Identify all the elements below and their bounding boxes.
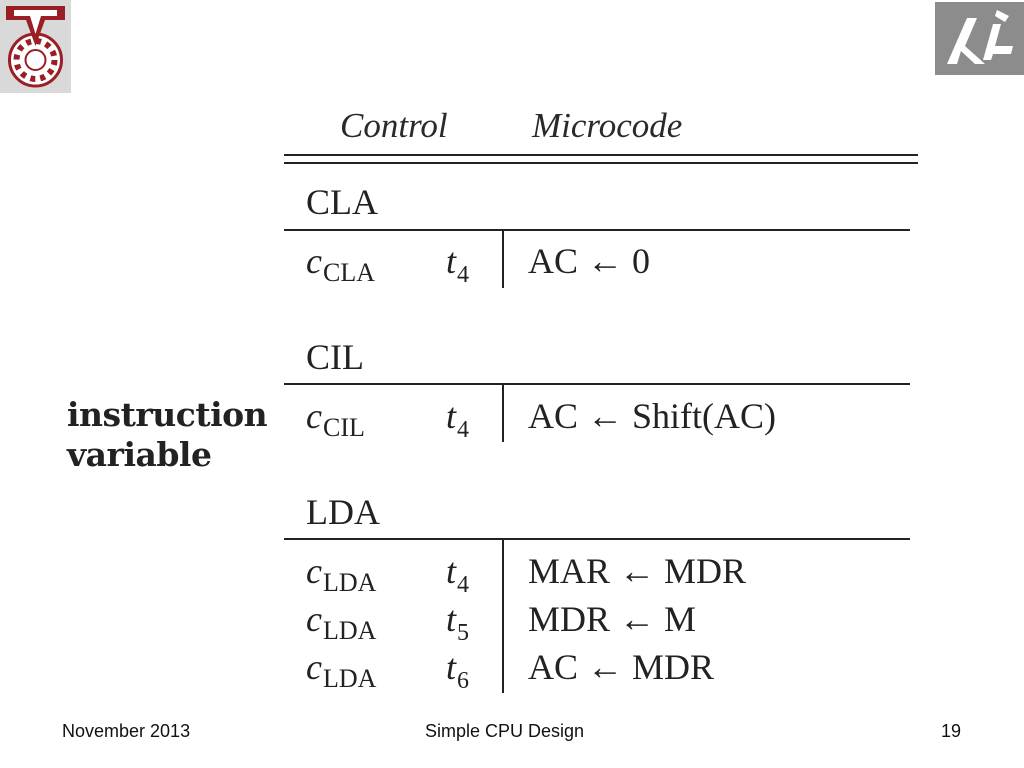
section-rule-cla [284, 229, 910, 231]
micro-operation: MAR ← MDR [528, 551, 747, 591]
micro-operation: AC ← MDR [528, 647, 715, 687]
timing-variable: t4 [446, 241, 470, 288]
header-rule-top [284, 154, 918, 156]
micro-operation: AC ← Shift(AC) [528, 396, 777, 436]
cs-department-logo-icon [935, 2, 1024, 75]
footer-title: Simple CPU Design [425, 721, 585, 741]
section-title-lda: LDA [306, 492, 380, 532]
section-title-cla: CLA [306, 182, 378, 222]
control-variable: cLDA [306, 551, 377, 597]
timing-variable: t4 [446, 396, 470, 443]
control-variable: cCIL [306, 396, 365, 442]
slide-number: 19 [941, 721, 962, 741]
column-header-microcode: Microcode [532, 106, 683, 145]
section-rule-cil [284, 383, 910, 385]
control-variable: cLDA [306, 647, 377, 693]
side-text-line-1: instruction [67, 395, 268, 434]
column-divider-cil [502, 384, 504, 442]
timing-variable: t6 [446, 647, 470, 694]
column-header-control: Control [340, 106, 448, 145]
footer-date: November 2013 [62, 721, 191, 741]
section-title-cil: CIL [306, 337, 364, 377]
micro-operation: AC ← 0 [528, 241, 651, 281]
timing-variable: t5 [446, 599, 470, 646]
control-variable: cCLA [306, 241, 375, 287]
section-rule-lda [284, 538, 910, 540]
timing-variable: t4 [446, 551, 470, 598]
column-divider-lda [502, 539, 504, 693]
side-text-line-2: variable [67, 435, 212, 474]
technion-logo-icon [0, 0, 71, 93]
header-rule-bottom [284, 162, 918, 164]
control-variable: cLDA [306, 599, 377, 645]
column-divider-cla [502, 230, 504, 288]
micro-operation: MDR ← M [528, 599, 697, 639]
